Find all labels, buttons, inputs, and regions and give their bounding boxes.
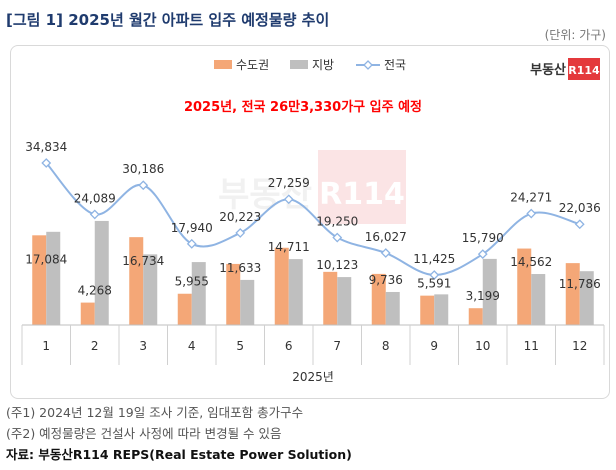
data-label-capital: 10,123 — [316, 258, 358, 272]
point-national — [526, 208, 537, 219]
data-label-national: 22,036 — [559, 201, 601, 215]
data-label-capital: 5,591 — [417, 277, 451, 291]
legend-label-regional: 지방 — [312, 58, 334, 72]
bar-regional — [191, 262, 206, 325]
bar-capital — [420, 295, 435, 325]
watermark-logo-brand: 부동산 — [218, 175, 312, 215]
data-label-national: 24,271 — [510, 191, 552, 205]
point-national — [41, 158, 52, 168]
x-tick-label: 5 — [236, 339, 244, 353]
footnote-1: (주1) 2024년 12월 19일 조사 기준, 임대포함 총가구수 — [6, 405, 304, 420]
bar-regional — [240, 279, 255, 325]
bar-capital — [226, 263, 241, 325]
brand-logo-text: 부동산 — [530, 62, 566, 78]
bar-capital — [323, 271, 338, 325]
x-axis-title: 2025년 — [292, 370, 334, 384]
x-tick-label: 11 — [524, 339, 539, 353]
point-national — [235, 227, 246, 238]
legend-swatch-regional — [290, 60, 308, 69]
chart-frame — [10, 45, 610, 399]
x-tick-label: 6 — [285, 339, 293, 353]
bar-capital — [468, 308, 483, 325]
legend-marker-national — [363, 60, 373, 70]
data-label-capital: 9,736 — [369, 273, 403, 287]
point-national — [574, 219, 585, 230]
footnotes: (주1) 2024년 12월 19일 조사 기준, 임대포함 총가구수 (주2)… — [6, 402, 352, 465]
bar-regional — [337, 277, 352, 325]
point-national — [332, 232, 343, 243]
bar-regional — [288, 259, 303, 325]
watermark-logo: 부동산 R114 — [218, 150, 406, 224]
data-label-capital: 16,734 — [122, 254, 164, 268]
data-label-capital: 17,084 — [25, 252, 67, 266]
chart-annotation: 2025년, 전국 26만3,330가구 입주 예정 — [184, 99, 422, 115]
legend-swatch-capital — [214, 60, 232, 69]
x-tick-label: 10 — [475, 339, 490, 353]
x-tick-label: 12 — [572, 339, 587, 353]
chart-svg: 부동산 R114 수도권 지방 전국 부동산 R114 2025년, 전국 26… — [21, 58, 605, 384]
data-label-capital: 11,633 — [219, 261, 261, 275]
bar-capital — [32, 235, 47, 325]
legend-label-national: 전국 — [384, 58, 406, 72]
brand-logo-box — [568, 58, 600, 80]
legend-label-capital: 수도권 — [236, 58, 269, 72]
bar-regional — [385, 291, 400, 325]
bar-capital — [129, 237, 144, 325]
point-national — [89, 209, 100, 220]
point-national — [477, 249, 488, 260]
watermark-logo-box — [318, 150, 406, 224]
data-label-national: 17,940 — [171, 221, 213, 235]
point-national — [283, 194, 294, 205]
point-national — [138, 180, 149, 191]
x-tick-label: 3 — [139, 339, 147, 353]
legend: 수도권 지방 전국 — [214, 58, 406, 72]
watermark-logo-mark: R114 — [319, 177, 405, 212]
data-label-national: 34,834 — [25, 140, 67, 154]
bar-capital — [177, 293, 192, 325]
source-note: 자료: 부동산R114 REPS(Real Estate Power Solut… — [6, 447, 352, 462]
data-label-national: 27,259 — [268, 176, 310, 190]
data-label-capital: 3,199 — [466, 289, 500, 303]
bar-capital — [80, 302, 95, 325]
data-label-national: 16,027 — [365, 230, 407, 244]
data-label-capital: 14,711 — [268, 240, 310, 254]
bar-regional — [531, 274, 546, 325]
bar-regional — [579, 271, 594, 325]
unit-label: (단위: 가구) — [544, 28, 606, 42]
data-label-national: 30,186 — [122, 162, 164, 176]
data-label-capital: 5,955 — [175, 275, 209, 289]
brand-logo-mark: R114 — [568, 64, 600, 77]
brand-logo: 부동산 R114 — [530, 58, 600, 80]
data-label-capital: 4,268 — [78, 284, 112, 298]
x-tick-label: 4 — [188, 339, 196, 353]
chart-title: [그림 1] 2025년 월간 아파트 입주 예정물량 추이 — [6, 11, 330, 29]
data-label-national: 20,223 — [219, 210, 261, 224]
point-national — [380, 248, 391, 258]
bar-capital — [565, 263, 580, 325]
x-tick-label: 1 — [42, 339, 50, 353]
x-tick-label: 7 — [333, 339, 341, 353]
bar-regional — [434, 294, 449, 325]
point-national — [429, 270, 440, 280]
data-label-national: 24,089 — [74, 191, 116, 205]
bar-regional — [482, 258, 497, 325]
bar-capital — [517, 248, 532, 325]
data-label-capital: 14,562 — [510, 255, 552, 269]
bar-regional — [143, 254, 158, 325]
data-label-national: 19,250 — [316, 215, 358, 229]
bar-regional — [46, 231, 61, 325]
footnote-2: (주2) 예정물량은 건설사 사정에 따라 변경될 수 있음 — [6, 426, 282, 441]
point-national — [186, 238, 197, 249]
bar-regional — [94, 220, 109, 325]
x-tick-label: 8 — [382, 339, 390, 353]
data-label-national: 11,425 — [413, 252, 455, 266]
data-label-national: 15,790 — [462, 231, 504, 245]
data-label-capital: 11,786 — [559, 277, 601, 291]
x-tick-label: 9 — [430, 339, 438, 353]
bar-capital — [274, 247, 289, 325]
bar-capital — [371, 273, 386, 325]
x-tick-label: 2 — [91, 339, 99, 353]
